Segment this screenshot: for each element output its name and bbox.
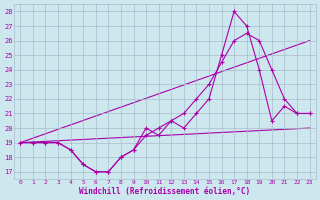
- X-axis label: Windchill (Refroidissement éolien,°C): Windchill (Refroidissement éolien,°C): [79, 187, 251, 196]
